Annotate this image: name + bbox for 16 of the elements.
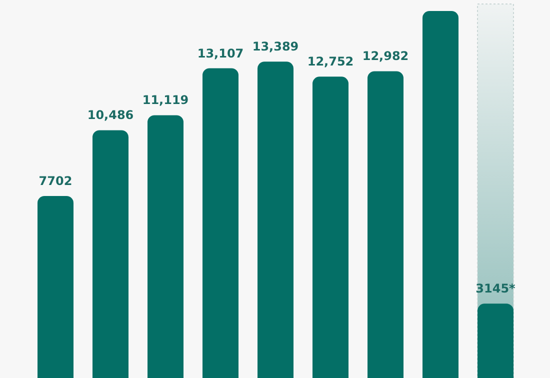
bar (312, 76, 348, 378)
data-label: 12,752 (307, 54, 354, 69)
bar (422, 11, 458, 378)
data-label: 11,119 (142, 93, 189, 108)
bar (148, 115, 184, 378)
data-label: 13,107 (197, 46, 244, 60)
data-label: 7702 (38, 174, 72, 188)
data-label: 10,486 (87, 108, 134, 122)
bar (478, 304, 514, 378)
bar (38, 196, 74, 378)
bar (258, 62, 294, 378)
bar (92, 130, 128, 378)
data-label: 12,982 (362, 49, 409, 64)
bar (368, 71, 404, 378)
data-label: 13,389 (252, 40, 299, 54)
bar (202, 68, 238, 378)
